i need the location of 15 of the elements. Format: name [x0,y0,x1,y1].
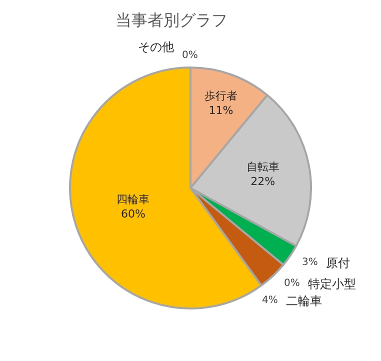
slice-label: 歩行者 [204,90,238,103]
slice-label: 自転車 [246,160,280,174]
data-label: 60% [120,207,146,220]
slice-label: 二輪車 [286,294,322,308]
data-label: 3% [302,257,318,268]
category-label: 特定小型 [308,277,356,291]
category-label: その他 [138,40,174,54]
data-label: 4% [262,295,278,306]
text: 0% [182,50,198,61]
slice-label: 原付 [326,256,350,270]
text: 0% [284,278,300,289]
slice-label: 四輪車 [116,192,150,206]
data-label: 11% [208,104,234,117]
chart-title: 当事者別グラフ [115,10,228,30]
data-label: 22% [250,174,276,188]
